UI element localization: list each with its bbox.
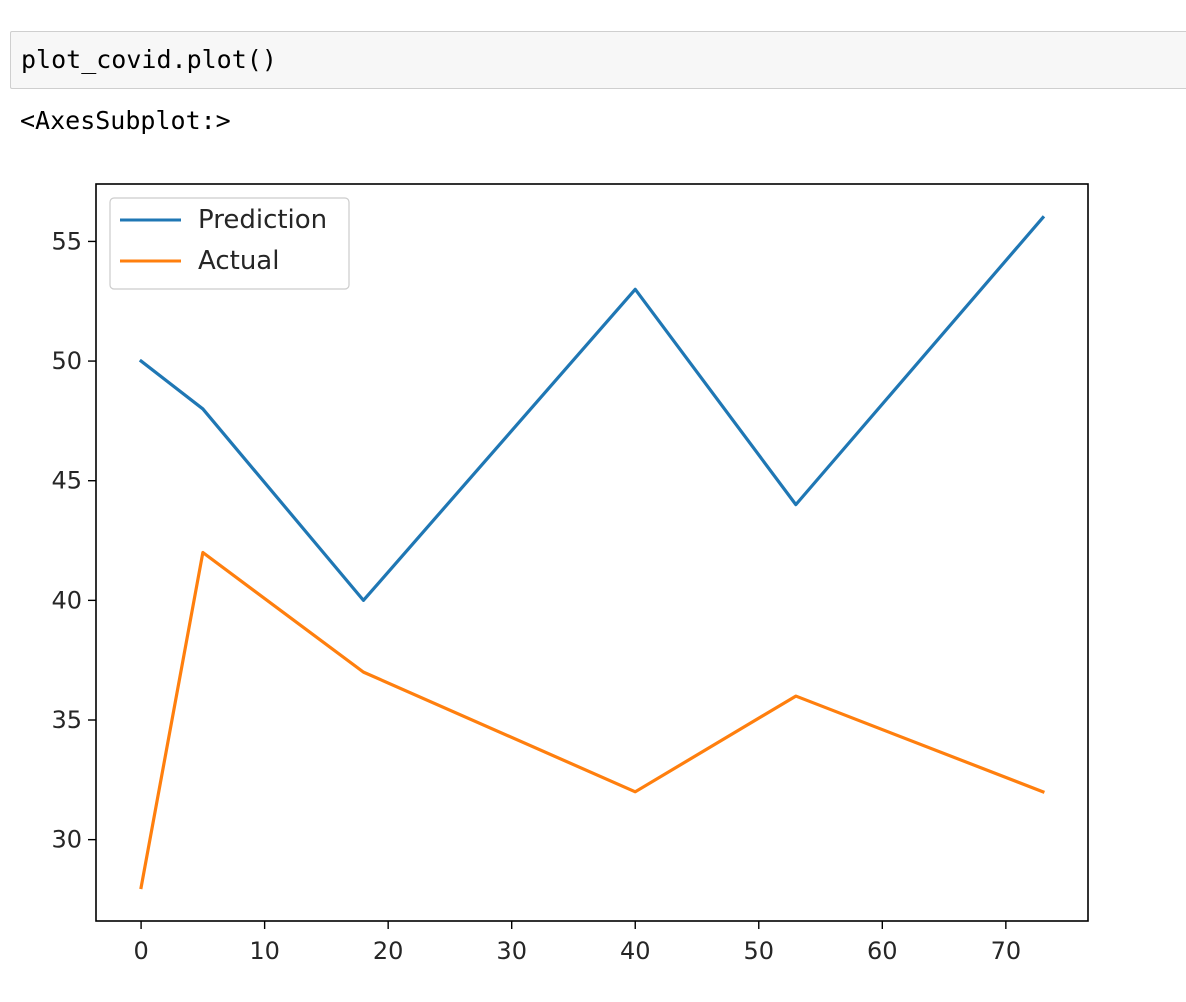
axes-frame <box>95 183 1089 922</box>
x-tick-label: 10 <box>249 937 280 965</box>
code-input-cell[interactable]: plot_covid.plot() <box>10 31 1186 89</box>
legend-label-actual: Actual <box>198 246 279 276</box>
series-line-actual <box>139 550 1045 890</box>
legend: Prediction Actual <box>109 197 350 290</box>
y-tick-label: 30 <box>51 826 82 854</box>
y-tick-label: 55 <box>51 227 82 255</box>
x-tick-label: 40 <box>620 937 651 965</box>
x-tick-label: 30 <box>496 937 527 965</box>
y-tick-label: 40 <box>51 586 82 614</box>
x-tick-label: 60 <box>867 937 898 965</box>
y-axis-ticks: 30 35 40 45 50 55 <box>51 227 96 854</box>
code-text: plot_covid.plot() <box>21 45 277 74</box>
x-tick-label: 50 <box>744 937 775 965</box>
x-tick-label: 0 <box>133 937 148 965</box>
line-chart: 0 10 20 30 40 50 60 70 30 35 40 45 50 55 Prediction … <box>51 183 1089 965</box>
series-lines <box>138 215 1046 890</box>
y-tick-label: 50 <box>51 347 82 375</box>
x-tick-label: 70 <box>991 937 1022 965</box>
series-line-prediction <box>138 215 1046 602</box>
x-tick-label: 20 <box>373 937 404 965</box>
y-tick-label: 45 <box>51 467 82 495</box>
output-repr-text: <AxesSubplot:> <box>20 106 231 135</box>
plot-area: 0 10 20 30 40 50 60 70 30 35 40 45 50 55 <box>51 183 1089 965</box>
y-tick-label: 35 <box>51 706 82 734</box>
x-axis-ticks: 0 10 20 30 40 50 60 70 <box>133 921 1021 965</box>
legend-label-prediction: Prediction <box>198 205 327 235</box>
